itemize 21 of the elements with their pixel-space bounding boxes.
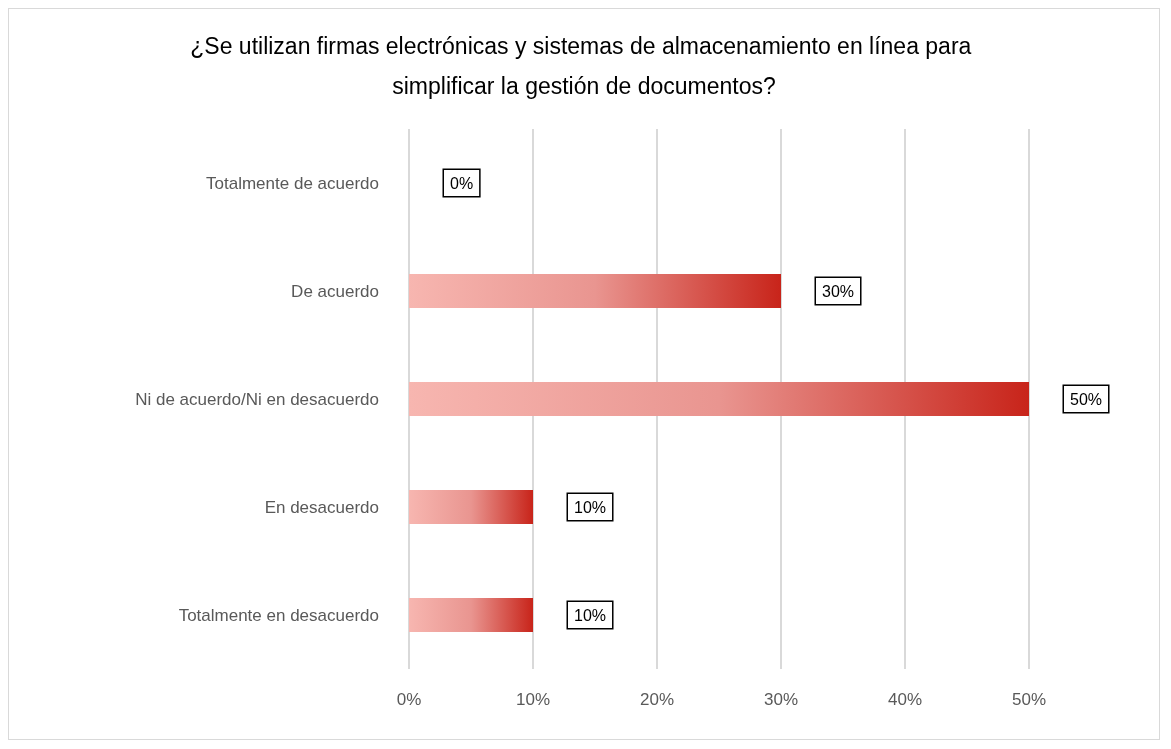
bar xyxy=(409,490,533,524)
data-label: 10% xyxy=(574,498,607,516)
data-label: 30% xyxy=(822,282,855,300)
bar xyxy=(409,382,1029,416)
data-label: 0% xyxy=(450,174,474,192)
x-tick-label: 20% xyxy=(639,690,675,709)
x-tick-label: 0% xyxy=(396,690,422,709)
y-tick-label: Totalmente de acuerdo xyxy=(206,173,379,193)
y-tick-label: Totalmente en desacuerdo xyxy=(178,605,379,625)
bar xyxy=(409,274,781,308)
chart-title: ¿Se utilizan firmas electrónicas y sistemas de almacenamiento en línea para simplificar la gestión de documentos? xyxy=(190,33,978,99)
data-label: 10% xyxy=(574,606,607,624)
x-tick-label: 40% xyxy=(887,690,923,709)
bar xyxy=(409,598,533,632)
data-label: 50% xyxy=(1070,390,1103,408)
x-tick-label: 30% xyxy=(763,690,799,709)
x-tick-label: 50% xyxy=(1011,690,1047,709)
y-tick-label: Ni de acuerdo/Ni en desacuerdo xyxy=(135,389,379,409)
y-tick-label: De acuerdo xyxy=(291,281,379,301)
y-tick-label: En desacuerdo xyxy=(264,497,379,517)
x-tick-label: 10% xyxy=(515,690,551,709)
